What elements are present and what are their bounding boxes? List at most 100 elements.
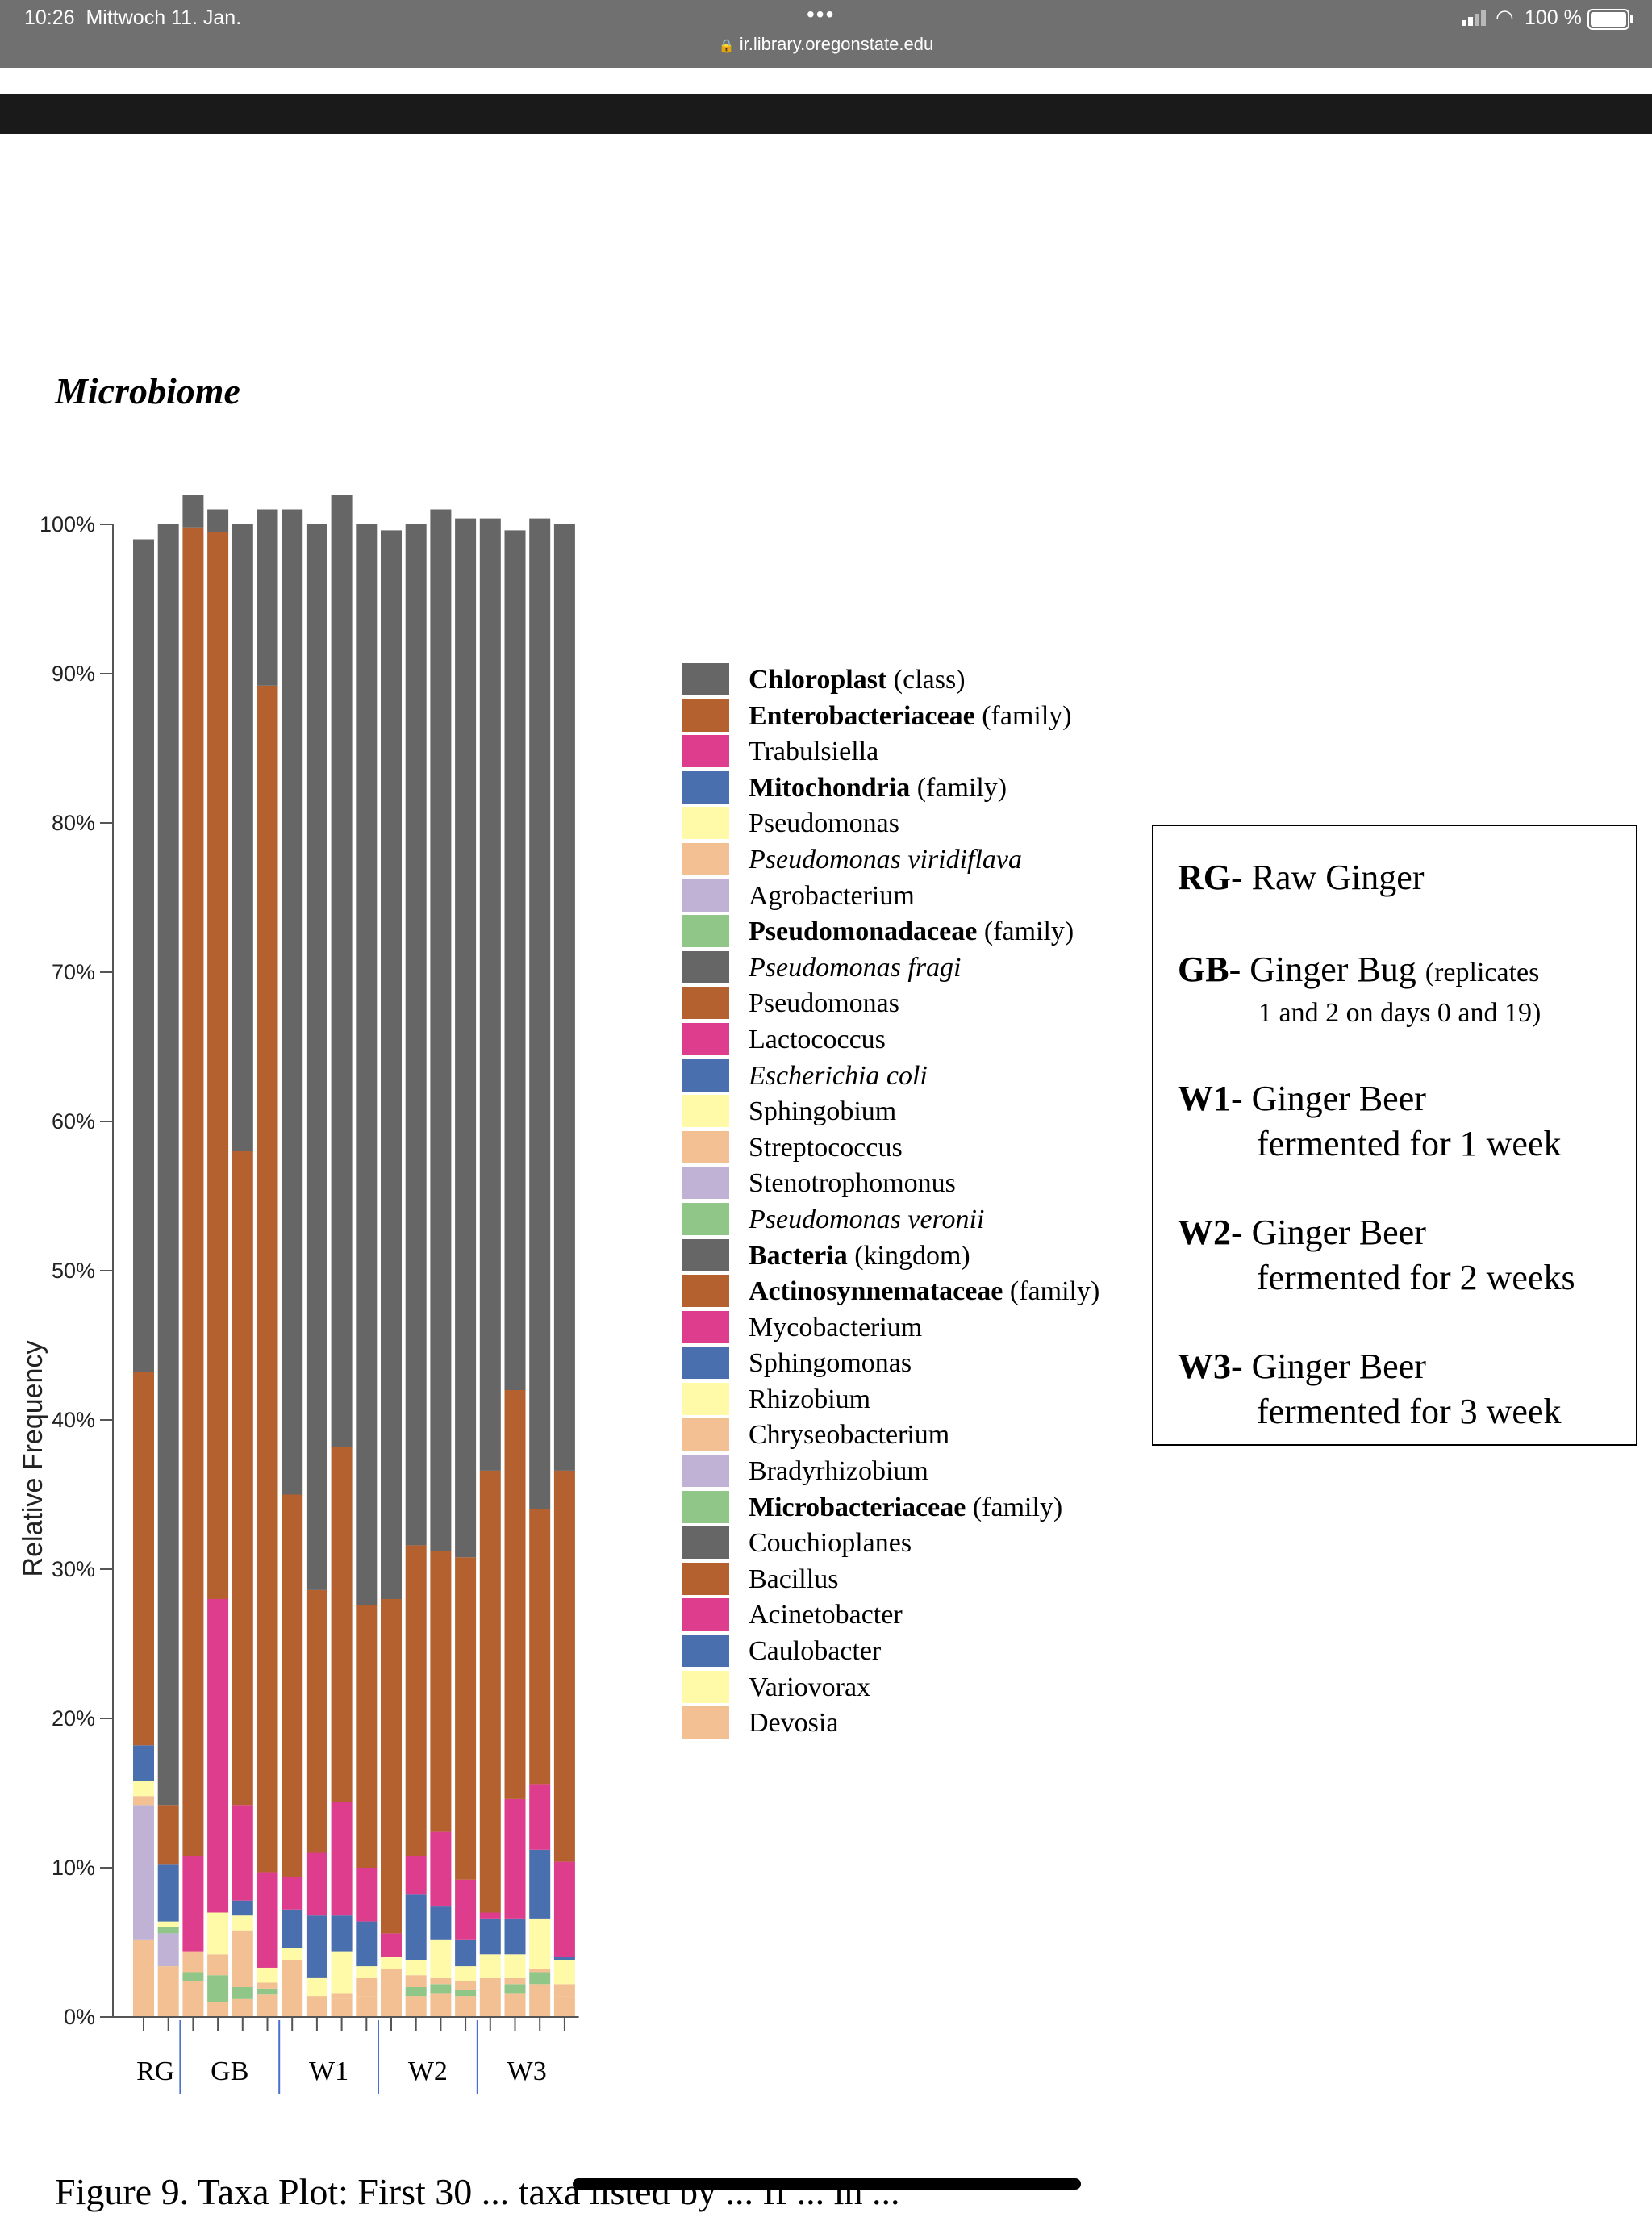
bar-segment xyxy=(553,1861,575,1957)
bar-segment xyxy=(479,1987,501,2017)
x-group-label: RG xyxy=(136,2056,174,2086)
bar-segment xyxy=(157,1921,179,1927)
key-gb: GB- Ginger Bug (replicates 1 and 2 on da… xyxy=(1178,950,1541,1028)
bar-segment xyxy=(207,1954,229,1976)
bar-segment xyxy=(232,1998,253,2017)
bar-segment xyxy=(257,1988,278,1995)
legend-label: Pseudomonas xyxy=(749,808,899,839)
bar-segment xyxy=(479,1912,501,1919)
legend-label: Chloroplast (class) xyxy=(749,665,966,695)
bar-segment xyxy=(306,524,327,1590)
bar-segment xyxy=(553,1960,575,1985)
legend-swatch xyxy=(682,1670,729,1703)
bar-segment xyxy=(504,1954,526,1978)
bar-segment xyxy=(455,518,477,1558)
bar-segment xyxy=(479,1470,501,1913)
bar-segment xyxy=(504,1390,526,1799)
status-time: 10:26 Mittwoch 11. Jan. xyxy=(24,6,242,29)
bar-segment xyxy=(430,1906,452,1940)
bar-segment xyxy=(455,1981,477,1990)
address-bar[interactable]: 🔒 ir.library.oregonstate.edu xyxy=(0,34,1652,55)
legend-label: Lactococcus xyxy=(749,1024,886,1054)
bar-segment xyxy=(405,1987,427,1997)
legend-label: Sphingomonas xyxy=(749,1348,912,1379)
bar-segment xyxy=(381,1933,402,1957)
bar-segment xyxy=(479,518,501,1471)
legend-swatch xyxy=(682,1095,729,1128)
legend-swatch xyxy=(682,842,729,875)
bar-segment xyxy=(182,1972,204,1981)
legend-swatch xyxy=(682,950,729,983)
y-tick-label: 70% xyxy=(52,960,95,984)
bar-segment xyxy=(504,530,526,1390)
key-w3: W3- Ginger Beer fermented for 3 week xyxy=(1178,1347,1562,1431)
legend-label: Bradyrhizobium xyxy=(749,1456,928,1487)
legend-swatch xyxy=(682,663,729,695)
bar-segment xyxy=(331,1951,353,1994)
bar-segment xyxy=(282,1909,303,1948)
bar-segment xyxy=(553,1470,575,1862)
legend-swatch xyxy=(682,1130,729,1163)
bar-segment xyxy=(553,1984,575,1997)
legend-label: Pseudomonas xyxy=(749,988,899,1019)
bar-segment xyxy=(331,1993,353,1999)
y-axis-label: Relative Frequency xyxy=(18,1341,48,1577)
y-tick-label: 80% xyxy=(52,811,95,835)
y-tick-label: 50% xyxy=(52,1259,95,1283)
bar-segment xyxy=(207,1975,229,2002)
bar-segment xyxy=(182,1856,204,1952)
bar-segment xyxy=(182,495,204,528)
bar-segment xyxy=(504,1977,526,1985)
bar-segment xyxy=(430,1939,452,1978)
bar-segment xyxy=(331,1802,353,1916)
site-header-bar xyxy=(0,94,1652,134)
bar-segment xyxy=(529,1784,551,1850)
bar-segment xyxy=(157,1933,179,1967)
bar-segment xyxy=(430,1831,452,1907)
figure-caption: Figure 9. Taxa Plot: First 30 ... taxa l… xyxy=(55,2171,900,2212)
more-dots-icon[interactable]: ••• xyxy=(807,2,836,27)
bar-segment xyxy=(479,1918,501,1955)
bar-segment xyxy=(381,1981,402,2017)
legend-label: Streptococcus xyxy=(749,1132,903,1163)
legend-label: Pseudomonadaceae (family) xyxy=(749,917,1074,947)
bar-segment xyxy=(381,1599,402,1934)
bar-segment xyxy=(232,1930,253,1987)
battery-percent: 100 % xyxy=(1525,6,1582,29)
legend-swatch xyxy=(682,1238,729,1271)
bar-segment xyxy=(282,1494,303,1877)
legend-swatch xyxy=(682,1167,729,1200)
bar-segment xyxy=(232,1915,253,1931)
legend-swatch xyxy=(682,1455,729,1488)
bar-segment xyxy=(306,1915,327,1978)
legend-label: Rhizobium xyxy=(749,1384,871,1414)
bar-segment xyxy=(504,1984,526,1994)
bar-segment xyxy=(282,1877,303,1910)
bar-segment xyxy=(282,509,303,1495)
y-tick-label: 10% xyxy=(52,1856,95,1880)
bar-segment xyxy=(455,1990,477,1997)
legend-label: Trabulsiella xyxy=(749,737,879,767)
bar-segment xyxy=(133,1781,154,1797)
legend-swatch xyxy=(682,1706,729,1739)
legend-label: Pseudomonas viridiflava xyxy=(749,844,1023,875)
legend-label: Microbacteriaceae (family) xyxy=(749,1492,1063,1522)
bar-segment xyxy=(157,1864,179,1922)
legend-label: Mycobacterium xyxy=(749,1312,923,1342)
bar-segment xyxy=(405,1975,427,1987)
bar-segment xyxy=(405,524,427,1546)
y-axis: 0% 10% 20% 30% 40% 50% 60% 70% 80% 90% 100% xyxy=(40,512,114,2029)
bar-segment xyxy=(133,1745,154,1781)
bar-segment xyxy=(430,1993,452,2017)
status-date: Mittwoch 11. Jan. xyxy=(86,6,242,29)
y-tick-label: 40% xyxy=(52,1408,95,1432)
y-tick-label: 100% xyxy=(40,512,95,537)
bar-segment xyxy=(504,1798,526,1919)
battery-icon xyxy=(1587,9,1633,30)
bar-segment xyxy=(257,1982,278,1989)
home-indicator[interactable] xyxy=(573,2178,1081,2190)
legend-label: Bacteria (kingdom) xyxy=(749,1240,970,1271)
bar-segment xyxy=(529,1984,551,2017)
bar-segment xyxy=(232,1900,253,1916)
bar-segment xyxy=(331,1998,353,2017)
